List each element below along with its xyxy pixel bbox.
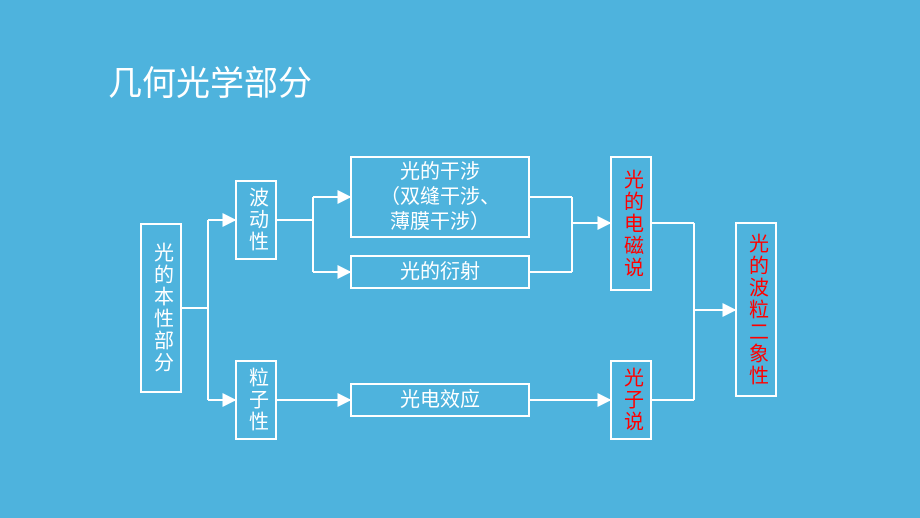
page-title: 几何光学部分 (108, 56, 312, 105)
node-duality: 光的波粒二象性 (735, 222, 777, 397)
node-photoel: 光电效应 (350, 383, 530, 417)
node-em: 光的电磁说 (610, 156, 652, 291)
node-root: 光的本性部分 (140, 223, 182, 393)
node-particle: 粒子性 (235, 360, 277, 440)
node-photon: 光子说 (610, 360, 652, 440)
node-wave: 波动性 (235, 180, 277, 260)
node-interf: 光的干涉 （双缝干涉、 薄膜干涉） (350, 156, 530, 238)
node-diffr: 光的衍射 (350, 255, 530, 289)
